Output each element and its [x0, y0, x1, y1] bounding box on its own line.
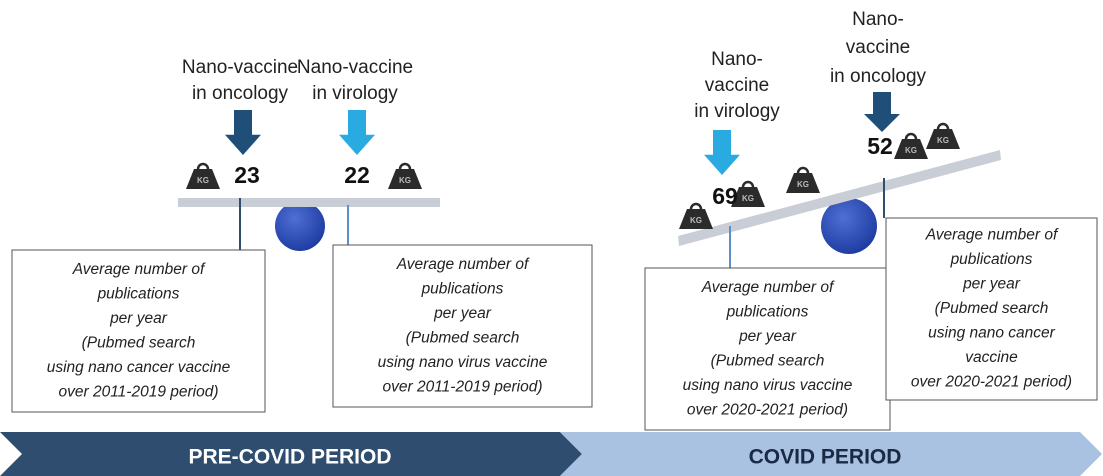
period-label: PRE-COVID PERIOD — [188, 446, 391, 469]
box-text: publications — [97, 285, 180, 302]
group-label: Nano- — [852, 9, 904, 30]
count: 22 — [344, 162, 370, 188]
weight-handle — [743, 182, 753, 187]
box-text: using nano cancer vaccine — [47, 359, 231, 376]
box-text: publications — [950, 251, 1033, 268]
group-label: in oncology — [192, 83, 289, 104]
arrow — [864, 92, 900, 132]
count: 69 — [712, 183, 738, 209]
arrow — [225, 110, 261, 155]
weight-handle — [400, 164, 410, 169]
weight-label: KG — [197, 176, 209, 185]
arrow — [704, 130, 740, 175]
box-text: using nano virus vaccine — [683, 377, 853, 394]
box-text: Average number of — [701, 279, 835, 296]
box-text: over 2011-2019 period) — [383, 378, 543, 395]
arrow — [339, 110, 375, 155]
box-text: Average number of — [925, 227, 1059, 244]
group-label: Nano-vaccine — [297, 57, 413, 78]
group-label: in virology — [694, 101, 780, 122]
box-text: per year — [962, 276, 1021, 293]
period-label: COVID PERIOD — [749, 446, 902, 469]
weight-handle — [691, 204, 701, 209]
weight-label: KG — [742, 194, 754, 203]
box-text: (Pubmed search — [935, 300, 1049, 317]
weight-handle — [198, 164, 208, 169]
weight-handle — [938, 124, 948, 129]
weight-label: KG — [690, 216, 702, 225]
count: 23 — [234, 162, 260, 188]
box-text: (Pubmed search — [406, 329, 520, 346]
box-text: per year — [738, 328, 797, 345]
box-text: over 2020-2021 period) — [911, 374, 1072, 391]
box-text: using nano cancer — [928, 325, 1056, 342]
weight-label: KG — [937, 136, 949, 145]
weight-label: KG — [905, 146, 917, 155]
box-text: over 2011-2019 period) — [59, 383, 219, 400]
box-text: per year — [109, 310, 168, 327]
box-text: Average number of — [72, 261, 206, 278]
fulcrum — [821, 198, 877, 254]
group-label: in virology — [312, 83, 398, 104]
group-label: Nano-vaccine — [182, 57, 298, 78]
group-label: Nano- — [711, 49, 763, 70]
box-text: using nano virus vaccine — [378, 354, 548, 371]
group-label: in oncology — [830, 66, 927, 87]
group-label: vaccine — [705, 75, 769, 96]
weight-label: KG — [399, 176, 411, 185]
plank — [178, 198, 440, 207]
box-text: (Pubmed search — [711, 352, 825, 369]
fulcrum — [275, 201, 325, 251]
box-text: publications — [421, 280, 504, 297]
box-text: over 2020-2021 period) — [687, 401, 848, 418]
infographic: PRE-COVID PERIOD KG KG Nano-vaccine in oncol… — [0, 0, 1103, 476]
weight-handle — [798, 168, 808, 173]
count: 52 — [867, 133, 893, 159]
box-text: publications — [726, 303, 809, 320]
weight-label: KG — [797, 180, 809, 189]
box-text: vaccine — [965, 349, 1018, 366]
box-text: Average number of — [396, 256, 530, 273]
group-label: vaccine — [846, 37, 910, 58]
box-text: per year — [433, 305, 492, 322]
box-text: (Pubmed search — [82, 334, 196, 351]
weight-handle — [906, 134, 916, 139]
